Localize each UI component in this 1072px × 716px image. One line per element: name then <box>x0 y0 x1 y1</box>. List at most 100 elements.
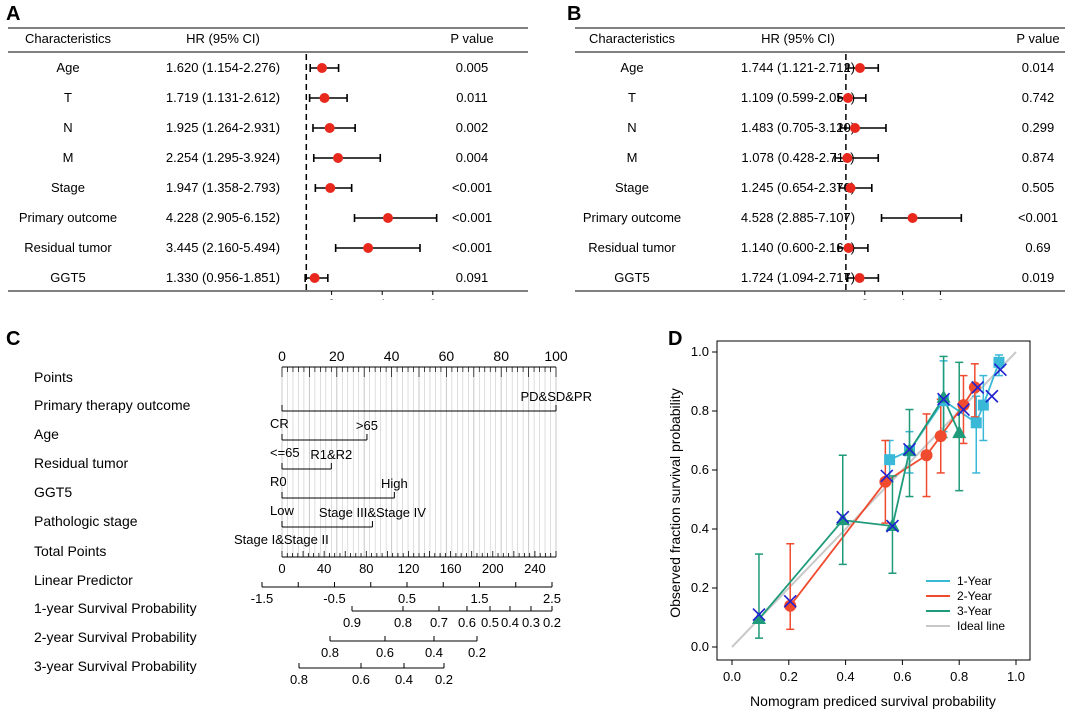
row-hr-ci: 1.140 (0.600-2.164) <box>741 240 855 255</box>
row-characteristic: Primary outcome <box>583 210 681 225</box>
row-hr-ci: 3.445 (2.160-5.494) <box>166 240 280 255</box>
probability-tick-label: 0.3 <box>522 615 540 630</box>
y-tick-label: 1.0 <box>691 344 709 359</box>
row-hr-ci: 1.947 (1.358-2.793) <box>166 180 280 195</box>
nomogram-row-label: GGT5 <box>34 484 72 500</box>
probability-tick-label: 0.4 <box>501 615 519 630</box>
row-p-value: 0.019 <box>1022 270 1055 285</box>
points-tick-label: 40 <box>384 348 400 364</box>
legend-label: Ideal line <box>957 619 1005 633</box>
panel-b: B Characteristics HR (95% CI) P value 2 4 6 Ag… <box>565 0 1072 310</box>
panel-label-d: D <box>668 328 682 350</box>
row-p-value: 0.011 <box>456 90 488 105</box>
point-1-year <box>970 417 982 429</box>
observed-cross <box>902 442 917 456</box>
nomogram-row-label: 1-year Survival Probability <box>34 600 197 616</box>
total-points-tick-label: 40 <box>317 561 331 576</box>
linear-predictor-tick-label: 1.5 <box>470 591 488 606</box>
observed-cross <box>752 607 766 622</box>
hr-point <box>907 213 918 223</box>
x-tick-label: 4 <box>900 298 906 300</box>
row-characteristic: N <box>63 120 72 135</box>
factor-level-low: Stage I&Stage II <box>234 532 329 547</box>
point-2-year <box>784 599 797 612</box>
probability-tick-label: 0.2 <box>435 672 453 687</box>
probability-tick-label: 0.8 <box>290 672 308 687</box>
x-tick-label: 0.4 <box>837 669 855 684</box>
row-hr-ci: 1.744 (1.121-2.712) <box>741 60 855 75</box>
header-p-value: P value <box>1016 31 1059 46</box>
nomogram-row-label: Linear Predictor <box>34 572 133 588</box>
row-hr-ci: 4.228 (2.905-6.152) <box>166 210 280 225</box>
point-3-year <box>835 512 850 526</box>
row-hr-ci: 2.254 (1.295-3.924) <box>166 150 280 165</box>
row-characteristic: Age <box>56 60 79 75</box>
row-p-value: 0.874 <box>1022 150 1055 165</box>
point-2-year <box>957 399 970 412</box>
observed-cross <box>956 402 971 417</box>
header-hr: HR (95% CI) <box>186 31 260 46</box>
row-characteristic: M <box>63 150 74 165</box>
panel-d: D 0.0 0.2 0.4 0.6 0.8 1.0 0.0 0.2 0.4 0.6 0.8 1.0 No… <box>640 325 1072 711</box>
hr-point <box>325 183 336 193</box>
probability-tick-label: 0.8 <box>394 615 412 630</box>
probability-tick-label: 0.2 <box>468 645 486 660</box>
row-hr-ci: 1.330 (0.956-1.851) <box>166 270 280 285</box>
panel-label-a: A <box>6 3 20 25</box>
nomogram-row-label: Total Points <box>34 543 106 559</box>
linear-predictor-tick-label: 2.5 <box>543 591 561 606</box>
points-tick-label: 20 <box>329 348 345 364</box>
linear-predictor-tick-label: -1.5 <box>251 591 273 606</box>
row-characteristic: Residual tumor <box>588 240 676 255</box>
row-hr-ci: 1.109 (0.599-2.054) <box>741 90 855 105</box>
y-tick-label: 0.4 <box>691 521 709 536</box>
row-p-value: <0.001 <box>452 180 492 195</box>
observed-cross <box>783 594 797 608</box>
total-points-tick-label: 80 <box>359 561 373 576</box>
row-p-value: 0.299 <box>1022 120 1055 135</box>
row-p-value: 0.014 <box>1022 60 1055 75</box>
x-tick-label: 6 <box>937 298 943 300</box>
ideal-line <box>731 351 1017 648</box>
row-p-value: 0.742 <box>1022 90 1055 105</box>
row-characteristic: M <box>627 150 638 165</box>
points-tick-label: 60 <box>439 348 455 364</box>
point-3-year <box>952 425 967 439</box>
y-tick-label: 0.2 <box>691 580 709 595</box>
row-p-value: <0.001 <box>452 210 492 225</box>
series-line-2-year <box>789 386 976 607</box>
points-tick-label: 100 <box>544 348 568 364</box>
probability-tick-label: 0.7 <box>430 615 448 630</box>
x-tick-label: 2 <box>862 298 868 300</box>
hr-point <box>845 183 856 193</box>
total-points-tick-label: 200 <box>482 561 504 576</box>
row-hr-ci: 1.078 (0.428-2.711) <box>741 150 854 165</box>
row-hr-ci: 1.483 (0.705-3.120) <box>741 120 855 135</box>
nomogram-row-label: Residual tumor <box>34 455 128 471</box>
observed-cross <box>880 469 894 483</box>
probability-tick-label: 0.4 <box>395 672 413 687</box>
row-characteristic: Age <box>620 60 643 75</box>
x-tick-label: 4 <box>379 298 385 300</box>
points-tick-label: 0 <box>278 348 286 364</box>
total-points-tick-label: 0 <box>278 561 285 576</box>
x-axis-label: Nomogram prediced survival probability <box>750 693 996 709</box>
factor-level-low: CR <box>270 416 289 431</box>
row-p-value: 0.002 <box>456 120 489 135</box>
header-characteristics: Characteristics <box>25 31 111 46</box>
hr-point <box>842 153 853 163</box>
linear-predictor-tick-label: 0.5 <box>398 591 416 606</box>
point-2-year <box>934 430 947 443</box>
observed-cross <box>985 389 999 403</box>
calibration-plot: D 0.0 0.2 0.4 0.6 0.8 1.0 0.0 0.2 0.4 0.6 0.8 1.0 No… <box>667 328 1031 709</box>
point-1-year <box>977 399 989 411</box>
probability-tick-label: 0.4 <box>425 645 443 660</box>
factor-level-low: Low <box>270 503 294 518</box>
factor-level-high: High <box>381 476 408 491</box>
x-tick-label: 1.0 <box>1007 669 1025 684</box>
plot-frame <box>716 340 1031 661</box>
nomogram: C Points Primary therapy outcome Age Residu… <box>6 328 592 687</box>
probability-tick-label: 0.6 <box>376 645 394 660</box>
probability-tick-label: 0.8 <box>321 645 339 660</box>
x-tick-label: 0.0 <box>723 669 741 684</box>
